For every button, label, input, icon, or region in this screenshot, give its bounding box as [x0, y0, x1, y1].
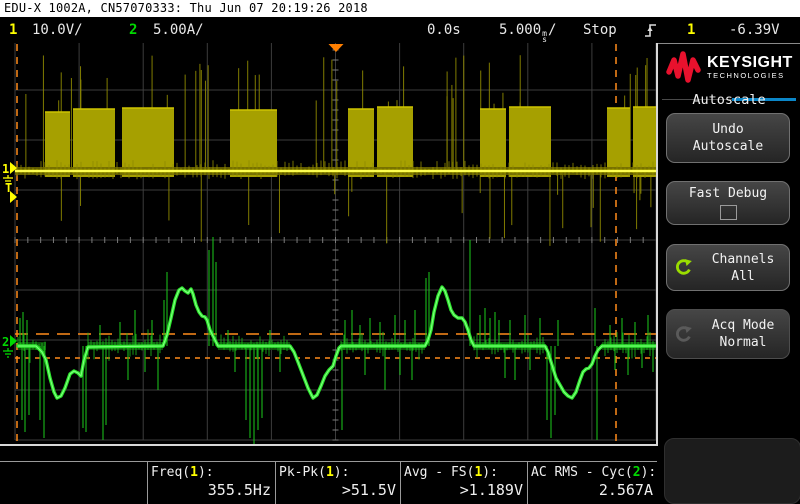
measurement-avg-fs: Avg - FS(1): >1.189V	[404, 465, 523, 499]
logo-divider-accent	[732, 98, 796, 101]
logo-line2: TECHNOLOGIES	[707, 71, 785, 80]
timebase-readout[interactable]: 5.000 m s /	[499, 17, 557, 44]
waveform-display[interactable]: 1 2 T	[0, 39, 658, 446]
cycle-icon	[676, 259, 692, 275]
timebase-slash: /	[547, 22, 557, 38]
fast-debug-button[interactable]: Fast Debug	[666, 181, 790, 225]
measurement-freq: Freq(1): 355.5Hz	[151, 465, 271, 499]
ch1-number[interactable]: 1	[9, 22, 18, 38]
menu-title: Autoscale	[692, 92, 766, 108]
svg-text:2: 2	[2, 335, 9, 349]
button-label-line1: Undo	[712, 122, 744, 137]
cycle-icon-dim	[676, 325, 692, 342]
svg-text:1: 1	[2, 162, 9, 176]
delay-readout[interactable]: 0.0s	[427, 22, 461, 38]
keysight-logo-text: KEYSIGHT TECHNOLOGIES	[707, 54, 793, 80]
keysight-spark-icon	[666, 51, 701, 83]
measurement-value: 355.5Hz	[207, 481, 271, 499]
scope-graticule-and-traces: 1 2 T	[2, 39, 658, 445]
divider	[527, 462, 528, 504]
trigger-edge-icon	[645, 24, 656, 37]
status-bar: 1 10.0V/ 2 5.00A/ 0.0s 5.000 m s / Stop 1 -…	[0, 17, 800, 44]
fast-debug-checkbox[interactable]	[719, 205, 737, 220]
instrument-title-bar: EDU-X 1002A, CN57070333: Thu Jun 07 20:1…	[0, 0, 800, 17]
timebase-value: 5.000	[499, 22, 542, 38]
softkey-bottom-panel	[664, 438, 800, 504]
measurement-value: >51.5V	[341, 481, 396, 499]
button-label-line2: Normal	[719, 335, 767, 350]
button-label-line2: All	[731, 268, 755, 284]
acq-mode-button[interactable]: Acq Mode Normal	[666, 309, 790, 359]
measurement-value: >1.189V	[459, 481, 523, 499]
undo-autoscale-button[interactable]: Undo Autoscale	[666, 113, 790, 163]
ch1-scale[interactable]: 10.0V/	[32, 22, 83, 38]
keysight-logo: KEYSIGHT TECHNOLOGIES	[666, 51, 793, 83]
run-state[interactable]: Stop	[583, 22, 617, 38]
trigger-source[interactable]: 1	[687, 22, 696, 38]
button-label-line1: Acq Mode	[711, 318, 775, 333]
divider	[275, 462, 276, 504]
button-text: Acq Mode Normal	[697, 318, 789, 350]
measurement-acrms: AC RMS - Cyc(2): 2.567A	[531, 465, 657, 499]
softkey-menu: KEYSIGHT TECHNOLOGIES Autoscale Undo Aut…	[658, 43, 800, 504]
logo-line1: KEYSIGHT	[707, 54, 793, 71]
trigger-level-readout[interactable]: -6.39V	[729, 22, 780, 38]
button-label-line1: Channels	[711, 251, 775, 267]
divider	[147, 462, 148, 504]
button-label-line2: Autoscale	[692, 139, 764, 154]
ch2-scale[interactable]: 5.00A/	[153, 22, 204, 38]
channels-button[interactable]: Channels All	[666, 244, 790, 291]
measurement-pkpk: Pk-Pk(1): >51.5V	[279, 465, 396, 499]
button-text: Channels All	[697, 252, 789, 284]
button-label-line1: Fast Debug	[688, 186, 768, 201]
divider	[400, 462, 401, 504]
measurement-bar: Freq(1): 355.5Hz Pk-Pk(1): >51.5V Avg - …	[0, 461, 657, 504]
measurement-value: 2.567A	[598, 481, 653, 499]
logo-divider	[662, 98, 796, 101]
svg-text:T: T	[5, 181, 12, 195]
ch2-number[interactable]: 2	[129, 22, 138, 38]
